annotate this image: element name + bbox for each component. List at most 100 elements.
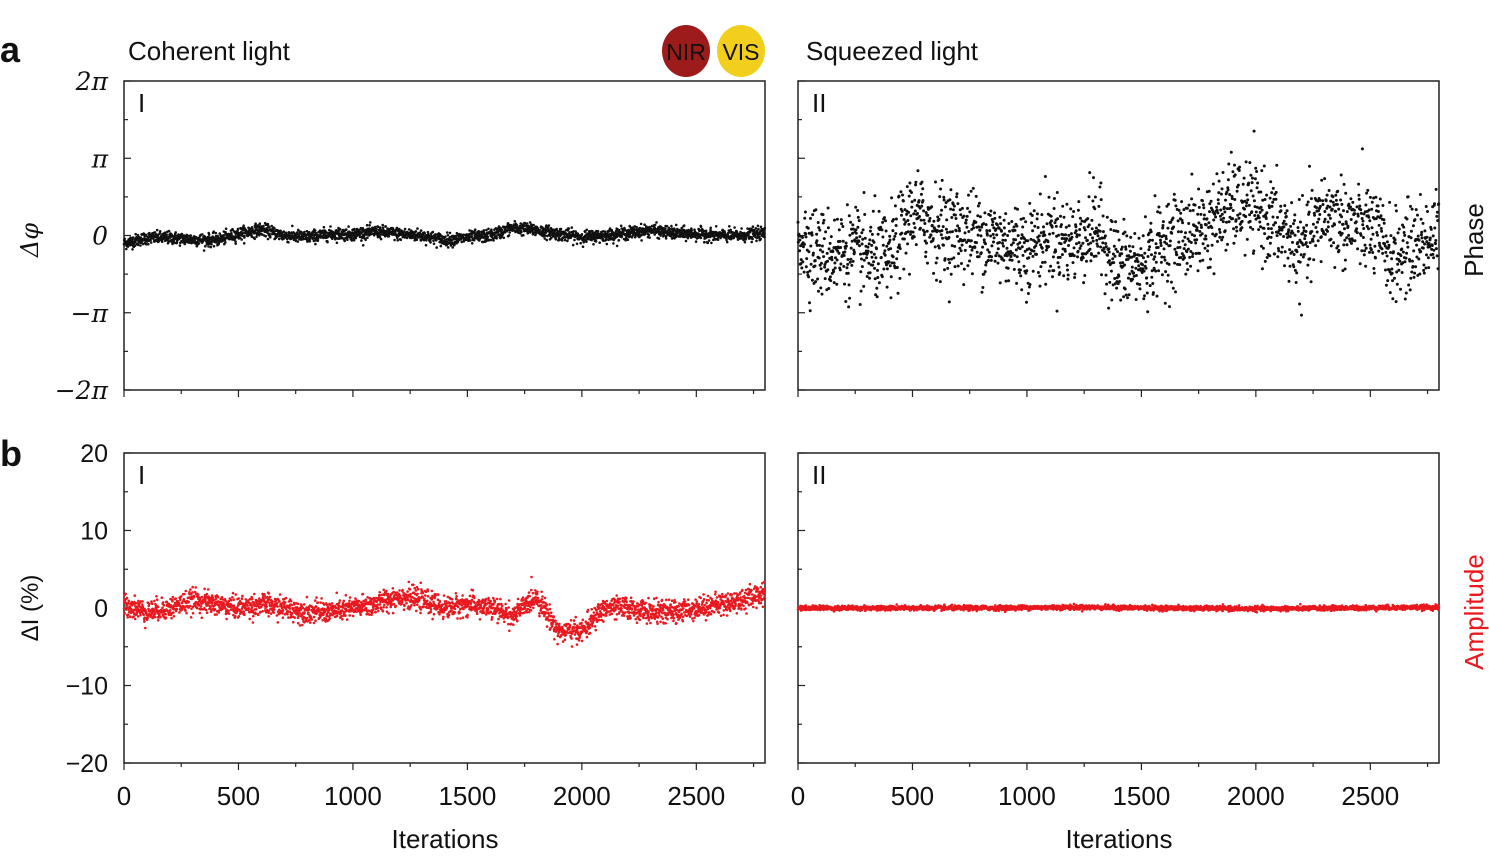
data-point xyxy=(1404,256,1408,260)
data-point xyxy=(1295,271,1299,275)
y-tick-label: 20 xyxy=(80,440,108,468)
data-point xyxy=(1240,219,1244,223)
data-point xyxy=(922,209,926,213)
data-point xyxy=(571,243,575,247)
data-point xyxy=(210,240,214,243)
data-point xyxy=(1176,219,1180,223)
data-point xyxy=(495,235,498,238)
data-point xyxy=(810,278,814,282)
data-point xyxy=(1433,226,1437,230)
data-point xyxy=(614,229,618,233)
data-point xyxy=(1172,225,1176,229)
data-point xyxy=(1035,212,1039,216)
data-point xyxy=(1328,205,1332,209)
data-point xyxy=(1065,237,1069,241)
data-point xyxy=(1038,284,1042,288)
data-point xyxy=(197,242,201,245)
data-point xyxy=(1074,225,1078,229)
data-point xyxy=(1057,233,1061,237)
data-point xyxy=(1098,229,1102,233)
data-point xyxy=(1251,251,1255,255)
data-point xyxy=(1224,198,1227,202)
data-point xyxy=(940,208,944,212)
data-point xyxy=(1306,245,1310,249)
data-point xyxy=(1293,233,1297,237)
data-point xyxy=(1355,227,1359,231)
data-point xyxy=(845,266,849,270)
data-point xyxy=(1001,244,1005,248)
data-point xyxy=(1367,208,1371,212)
data-point xyxy=(1066,277,1070,281)
data-point xyxy=(396,239,400,242)
data-point xyxy=(873,266,877,270)
data-point xyxy=(967,230,971,233)
data-point xyxy=(830,255,834,259)
data-point xyxy=(1190,172,1194,176)
subpanel-label: II xyxy=(812,88,826,118)
data-point xyxy=(827,247,831,251)
data-point xyxy=(914,243,918,247)
data-point xyxy=(1166,279,1169,283)
data-point xyxy=(954,229,958,233)
data-point xyxy=(1326,220,1330,224)
data-point xyxy=(1339,198,1343,202)
data-point xyxy=(612,242,615,245)
data-point xyxy=(1356,247,1360,251)
data-point xyxy=(425,239,428,242)
data-point xyxy=(619,224,623,228)
data-point xyxy=(158,230,162,233)
data-point xyxy=(1393,238,1397,242)
data-point xyxy=(802,242,806,246)
data-point xyxy=(706,241,710,245)
data-point xyxy=(1411,224,1415,228)
data-point xyxy=(1231,217,1235,221)
data-point xyxy=(994,254,998,258)
data-point xyxy=(1118,280,1121,283)
data-point xyxy=(1303,237,1307,241)
data-point xyxy=(379,226,382,230)
data-point xyxy=(1295,250,1299,254)
data-point xyxy=(1051,231,1055,235)
data-point xyxy=(989,209,993,213)
data-point xyxy=(1126,296,1129,300)
data-point xyxy=(1323,210,1327,213)
data-point xyxy=(1342,182,1346,186)
data-point xyxy=(1388,200,1392,204)
data-point xyxy=(819,267,823,271)
data-point xyxy=(1206,249,1210,253)
data-point xyxy=(1060,253,1064,257)
data-point xyxy=(1168,239,1172,243)
data-point xyxy=(470,234,474,238)
data-point xyxy=(1410,207,1414,211)
data-point xyxy=(1237,169,1241,172)
data-point xyxy=(1228,193,1232,196)
data-point xyxy=(1430,244,1434,247)
data-point xyxy=(1148,284,1152,288)
data-point xyxy=(809,262,813,266)
data-point xyxy=(1364,203,1368,207)
data-point xyxy=(1398,259,1402,263)
data-point xyxy=(1370,207,1374,211)
data-point xyxy=(743,240,747,244)
data-point xyxy=(1393,276,1396,280)
data-point xyxy=(1392,250,1395,254)
data-point xyxy=(133,617,137,621)
data-point xyxy=(1127,293,1131,297)
data-point xyxy=(1064,233,1068,237)
data-point xyxy=(1211,232,1215,236)
data-point xyxy=(579,241,582,245)
data-point xyxy=(346,238,349,242)
data-point xyxy=(620,234,624,238)
data-point xyxy=(1269,235,1273,239)
data-point xyxy=(1094,254,1098,258)
data-point xyxy=(714,225,718,228)
data-point xyxy=(939,233,943,237)
data-point xyxy=(1124,293,1128,297)
data-point xyxy=(1091,236,1094,240)
data-point xyxy=(1380,247,1384,251)
data-point xyxy=(910,191,913,194)
data-point xyxy=(1265,256,1269,259)
data-point xyxy=(913,209,917,213)
y-tick-label: −10 xyxy=(66,673,108,701)
data-point xyxy=(141,600,144,603)
